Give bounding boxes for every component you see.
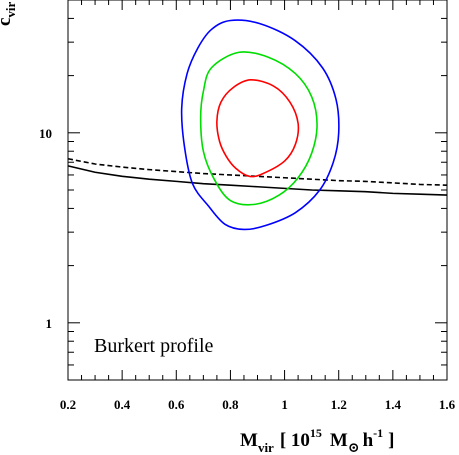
x-tick-label: 0.2 (60, 397, 76, 412)
y-tick-label: 1 (46, 316, 53, 331)
y-axis-title: cvir (0, 1, 18, 26)
x-axis-title-hexp: -1 (373, 426, 383, 440)
x-axis-title-unit: M (330, 430, 348, 451)
x-tick-label: 0.6 (168, 397, 185, 412)
x-axis-title: Mvir[ 1015 M⊙ h-1] (240, 426, 394, 455)
x-axis-title-close: ] (388, 430, 394, 451)
solid-line (67, 165, 448, 196)
x-axis-title-open: [ 10 (280, 430, 310, 451)
dashed-line (67, 157, 448, 186)
tick-layer: 0.2 0.4 0.6 0.8 1 1.2 1.4 1.6 1 10 (39, 0, 456, 412)
x-tick-label: 0.4 (114, 397, 131, 412)
plot-frame (67, 0, 448, 381)
x-axis-title-main: M (240, 430, 258, 451)
x-tick-label: 1.4 (385, 397, 402, 412)
y-tick-label: 10 (39, 126, 52, 141)
x-axis-title-h: h (363, 430, 374, 451)
x-axis-title-exp: 15 (310, 426, 322, 440)
contour-4 (180, 19, 340, 231)
annotation-text: Burkert profile (94, 335, 214, 357)
contour-2 (216, 79, 300, 178)
x-tick-label: 0.8 (222, 397, 239, 412)
y-axis-title-main: c (0, 18, 15, 26)
x-tick-label: 1.6 (439, 397, 456, 412)
x-tick-label: 1 (281, 397, 288, 412)
series-layer (67, 19, 448, 231)
x-axis-title-sun: ⊙ (348, 441, 360, 455)
x-tick-label: 1.2 (331, 397, 347, 412)
y-axis-title-sub: vir (3, 1, 18, 17)
x-axis-title-sub: vir (258, 440, 274, 455)
contour-3 (199, 51, 318, 206)
